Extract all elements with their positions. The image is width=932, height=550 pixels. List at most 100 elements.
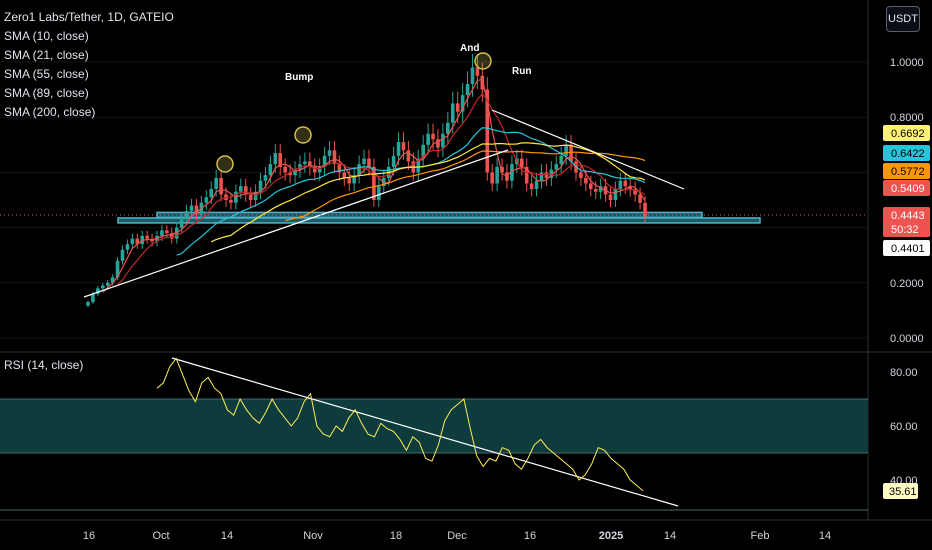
candle-body [179,219,184,228]
candle-body [436,139,440,148]
candle-body [524,166,529,184]
price-badge-label: 0.5409 [891,183,925,195]
candle-body [406,150,411,162]
sma-21-legend[interactable]: SMA (21, close) [4,48,89,62]
candle-body [638,194,642,203]
candle-body [588,183,593,189]
sma-21-line [117,92,646,285]
time-tick-label: 14 [819,530,831,542]
rsi-current-badge [883,483,918,499]
trendline-support [83,149,509,298]
candle-body [100,285,105,289]
candle-body [165,230,169,234]
candle-body [308,161,312,167]
rsi-line [156,357,644,492]
indicator-legend: Zero1 Labs/Tether, 1D, GATEIO SMA (10, c… [4,8,174,122]
candle-body [505,172,509,181]
sma-55-legend[interactable]: SMA (55, close) [4,67,89,81]
candle-body [317,166,322,173]
price-badge [883,221,930,237]
candle-body [327,150,332,156]
time-tick-label: 14 [221,530,233,542]
candle-body [564,144,568,156]
price-badge [883,240,930,256]
price-badge-label: 0.6692 [891,128,925,140]
candle-body [377,186,381,200]
candle-body [569,144,573,162]
candle-body [460,95,465,112]
candle-body [579,172,583,178]
candle-body [219,177,223,195]
candle-body [391,155,396,167]
candle-body [229,200,233,203]
time-tick-label: 18 [390,530,402,542]
rsi-overbought-band [0,399,868,453]
candle-body [618,180,623,189]
candle-body [258,180,263,192]
candle-body [554,164,559,170]
candle-body [283,166,287,173]
candle-body [253,191,258,200]
candle-body [396,142,401,156]
candle-body [342,172,347,178]
candle-body [446,122,450,134]
sma-200-legend[interactable]: SMA (200, close) [4,105,96,119]
candle-body [169,233,174,239]
symbol-title[interactable]: Zero1 Labs/Tether, 1D, GATEIO [4,10,174,24]
annotation-label: And [460,43,479,54]
candle-body [441,133,445,148]
price-tick-label: 0.8000 [890,112,924,124]
candle-body [288,172,292,176]
rsi-tick-label: 60.00 [890,421,918,433]
candle-body [96,288,100,294]
currency-button[interactable]: USDT [886,6,920,32]
price-badge-label: 0.4443 [891,210,925,222]
candle-body [401,142,406,151]
candle-body [204,197,209,203]
candle-body [584,177,588,184]
rsi-legend[interactable]: RSI (14, close) [4,358,84,372]
candle-body [495,166,499,184]
candle-body [529,183,534,189]
candle-body [278,153,283,167]
trendline-resistance [491,109,685,190]
candle-body [243,186,248,195]
candle-body [431,133,435,140]
candle-body [174,227,179,239]
candle-body [421,144,425,159]
candle-body [268,164,273,176]
candle-body [115,260,120,278]
candle-body [623,180,628,187]
candle-body [86,302,90,306]
price-badge [883,145,930,161]
candle-body [273,153,278,165]
time-tick-label: Oct [152,530,169,542]
candle-body [322,155,327,167]
highlight-circle [474,52,492,70]
highlight-circle [294,126,312,144]
time-tick-label: 16 [83,530,95,542]
candle-body [140,235,145,245]
time-tick-label: 16 [524,530,536,542]
support-zone [117,217,761,224]
sma-10-legend[interactable]: SMA (10, close) [4,29,89,43]
candle-body [598,186,603,192]
price-badge [883,125,930,141]
candle-body [263,175,268,181]
price-badge-label: 0.5772 [891,166,925,178]
candle-body [519,158,524,167]
candle-body [372,166,376,200]
price-badge-label: 0.4401 [891,243,925,255]
sma-10-line [102,78,646,293]
candle-body [194,205,199,214]
candle-body [544,172,549,178]
candle-body [332,150,337,165]
time-tick-label: Nov [303,530,323,542]
candle-body [613,188,618,200]
rsi-current-label: 35.61 [889,486,917,498]
candle-body [628,186,633,189]
candle-body [303,161,307,165]
candle-body [534,180,539,189]
sma-89-legend[interactable]: SMA (89, close) [4,86,89,100]
